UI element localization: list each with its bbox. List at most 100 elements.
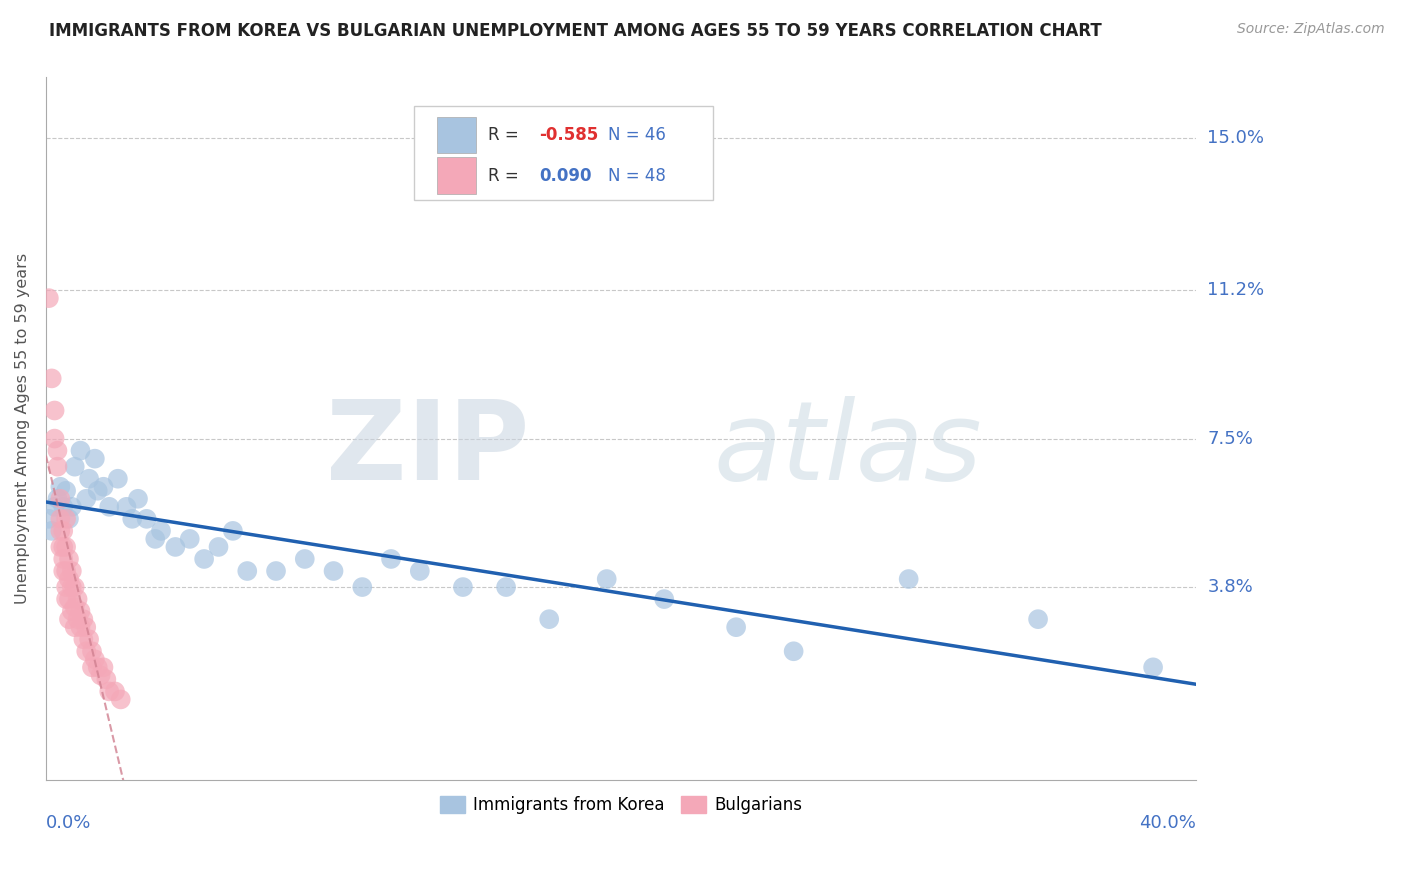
Point bbox=[72, 632, 94, 647]
Y-axis label: Unemployment Among Ages 55 to 59 years: Unemployment Among Ages 55 to 59 years bbox=[15, 253, 30, 604]
Point bbox=[60, 564, 83, 578]
Point bbox=[264, 564, 287, 578]
Point bbox=[69, 620, 91, 634]
Point bbox=[165, 540, 187, 554]
Point bbox=[207, 540, 229, 554]
Point bbox=[380, 552, 402, 566]
Point bbox=[44, 500, 66, 514]
Point bbox=[49, 524, 72, 538]
Point bbox=[69, 443, 91, 458]
Text: -0.585: -0.585 bbox=[540, 126, 599, 145]
Point bbox=[41, 524, 63, 538]
Point bbox=[352, 580, 374, 594]
Point bbox=[121, 512, 143, 526]
Point bbox=[52, 552, 75, 566]
Text: 11.2%: 11.2% bbox=[1208, 281, 1264, 299]
Point bbox=[77, 632, 100, 647]
Point bbox=[75, 644, 97, 658]
Point bbox=[104, 684, 127, 698]
Point bbox=[98, 500, 121, 514]
Point bbox=[63, 620, 86, 634]
Point bbox=[897, 572, 920, 586]
FancyBboxPatch shape bbox=[437, 117, 477, 153]
Point bbox=[93, 480, 115, 494]
Point bbox=[55, 540, 77, 554]
Point bbox=[55, 564, 77, 578]
Point bbox=[150, 524, 173, 538]
Point bbox=[236, 564, 259, 578]
Point bbox=[80, 660, 103, 674]
Point bbox=[38, 512, 60, 526]
Point bbox=[110, 692, 132, 706]
Point bbox=[46, 459, 69, 474]
Point bbox=[41, 371, 63, 385]
Text: ZIP: ZIP bbox=[326, 396, 529, 503]
Point bbox=[38, 291, 60, 305]
Text: 7.5%: 7.5% bbox=[1208, 430, 1253, 448]
Point bbox=[66, 592, 89, 607]
Point bbox=[52, 564, 75, 578]
Point bbox=[322, 564, 344, 578]
Point bbox=[55, 592, 77, 607]
Point bbox=[60, 604, 83, 618]
Point bbox=[72, 612, 94, 626]
Point bbox=[60, 580, 83, 594]
Point bbox=[87, 660, 110, 674]
Point bbox=[75, 620, 97, 634]
Point bbox=[49, 480, 72, 494]
Point bbox=[179, 532, 201, 546]
Point bbox=[77, 472, 100, 486]
Point bbox=[409, 564, 432, 578]
Point bbox=[58, 592, 80, 607]
Point bbox=[127, 491, 149, 506]
Point bbox=[44, 432, 66, 446]
Point bbox=[294, 552, 316, 566]
Text: 40.0%: 40.0% bbox=[1139, 814, 1197, 832]
Point bbox=[193, 552, 215, 566]
Point bbox=[63, 580, 86, 594]
Point bbox=[63, 600, 86, 615]
Point bbox=[58, 572, 80, 586]
Point bbox=[98, 684, 121, 698]
Point bbox=[75, 491, 97, 506]
Point bbox=[1026, 612, 1049, 626]
Point bbox=[52, 524, 75, 538]
Point bbox=[55, 580, 77, 594]
Point bbox=[90, 668, 112, 682]
Point bbox=[87, 483, 110, 498]
Point bbox=[44, 403, 66, 417]
Point bbox=[83, 652, 105, 666]
Point bbox=[652, 592, 675, 607]
Point bbox=[135, 512, 157, 526]
Text: atlas: atlas bbox=[713, 396, 981, 503]
Point bbox=[55, 512, 77, 526]
Point bbox=[725, 620, 748, 634]
Text: IMMIGRANTS FROM KOREA VS BULGARIAN UNEMPLOYMENT AMONG AGES 55 TO 59 YEARS CORREL: IMMIGRANTS FROM KOREA VS BULGARIAN UNEMP… bbox=[49, 22, 1102, 40]
Text: R =: R = bbox=[488, 167, 523, 185]
Point bbox=[115, 500, 138, 514]
Point bbox=[495, 580, 517, 594]
Point bbox=[93, 660, 115, 674]
Text: R =: R = bbox=[488, 126, 523, 145]
Point bbox=[49, 512, 72, 526]
Text: 3.8%: 3.8% bbox=[1208, 578, 1253, 596]
Text: N = 48: N = 48 bbox=[609, 167, 666, 185]
Text: 15.0%: 15.0% bbox=[1208, 128, 1264, 146]
Point bbox=[46, 491, 69, 506]
Point bbox=[1142, 660, 1164, 674]
Point bbox=[52, 540, 75, 554]
Text: 0.0%: 0.0% bbox=[46, 814, 91, 832]
FancyBboxPatch shape bbox=[413, 105, 713, 201]
Point bbox=[58, 512, 80, 526]
Point bbox=[107, 472, 129, 486]
FancyBboxPatch shape bbox=[437, 157, 477, 194]
Point bbox=[83, 451, 105, 466]
Point bbox=[52, 500, 75, 514]
Point bbox=[58, 612, 80, 626]
Point bbox=[96, 673, 118, 687]
Point bbox=[46, 443, 69, 458]
Point bbox=[451, 580, 474, 594]
Point bbox=[49, 491, 72, 506]
Point bbox=[596, 572, 619, 586]
Point bbox=[538, 612, 561, 626]
